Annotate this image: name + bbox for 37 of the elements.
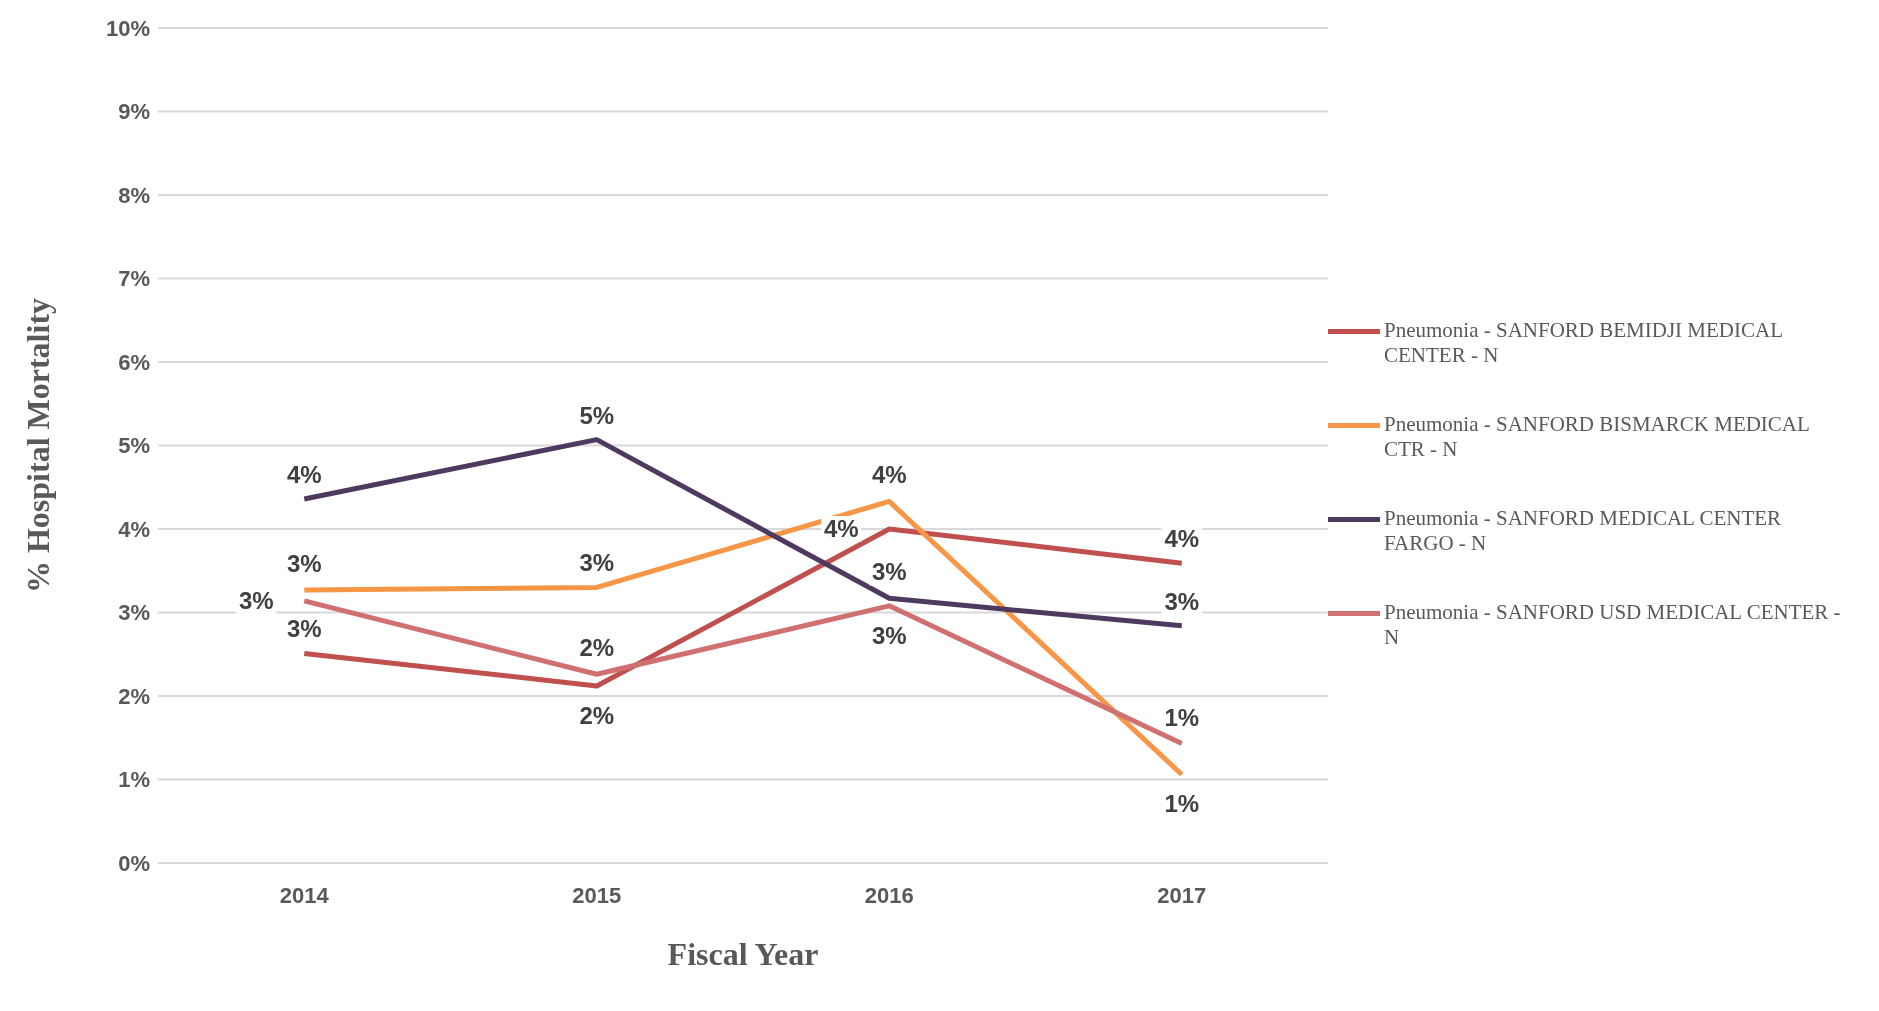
data-label: 2% bbox=[579, 634, 615, 662]
data-label: 4% bbox=[871, 461, 907, 489]
y-tick-label: 10% bbox=[105, 15, 150, 41]
data-label: 3% bbox=[871, 621, 907, 649]
y-tick-label: 6% bbox=[118, 349, 150, 375]
x-axis-title: Fiscal Year bbox=[667, 936, 819, 972]
data-label: 3% bbox=[579, 549, 615, 577]
data-label: 3% bbox=[1164, 587, 1200, 615]
y-tick-label: 7% bbox=[118, 266, 150, 292]
data-label: 3% bbox=[871, 558, 907, 586]
legend-label: Pneumonia - SANFORD BISMARCK MEDICAL CTR - N bbox=[1384, 411, 1811, 462]
x-tick-label: 2016 bbox=[864, 882, 914, 908]
y-tick-label: 0% bbox=[118, 850, 150, 876]
data-label: 1% bbox=[1164, 703, 1200, 731]
data-label: 4% bbox=[823, 515, 859, 542]
data-label: 3% bbox=[238, 586, 274, 614]
x-tick-label: 2017 bbox=[1157, 882, 1207, 908]
data-label: 1% bbox=[1164, 790, 1200, 818]
data-label: 4% bbox=[286, 460, 322, 488]
y-tick-label: 5% bbox=[118, 433, 150, 459]
data-label: 3% bbox=[286, 549, 322, 577]
data-label: 3% bbox=[286, 615, 322, 643]
y-tick-label: 9% bbox=[118, 99, 150, 125]
data-label: 4% bbox=[1164, 525, 1200, 553]
legend-label: Pneumonia - SANFORD BEMIDJI MEDICAL CENTER - N bbox=[1384, 317, 1784, 368]
legend-label: Pneumonia - SANFORD USD MEDICAL CENTER - N bbox=[1384, 599, 1842, 650]
data-label: 2% bbox=[579, 701, 615, 729]
data-label: 5% bbox=[579, 401, 615, 429]
y-tick-label: 2% bbox=[118, 683, 150, 709]
y-tick-label: 3% bbox=[118, 600, 150, 626]
y-tick-label: 4% bbox=[118, 516, 150, 542]
x-tick-label: 2015 bbox=[572, 882, 622, 908]
x-tick-label: 2014 bbox=[279, 882, 330, 908]
y-tick-label: 1% bbox=[118, 767, 150, 793]
legend-label: Pneumonia - SANFORD MEDICAL CENTER FARGO - N bbox=[1384, 505, 1783, 556]
y-tick-label: 8% bbox=[118, 182, 150, 208]
y-axis-title: % Hospital Mortality bbox=[20, 297, 57, 594]
